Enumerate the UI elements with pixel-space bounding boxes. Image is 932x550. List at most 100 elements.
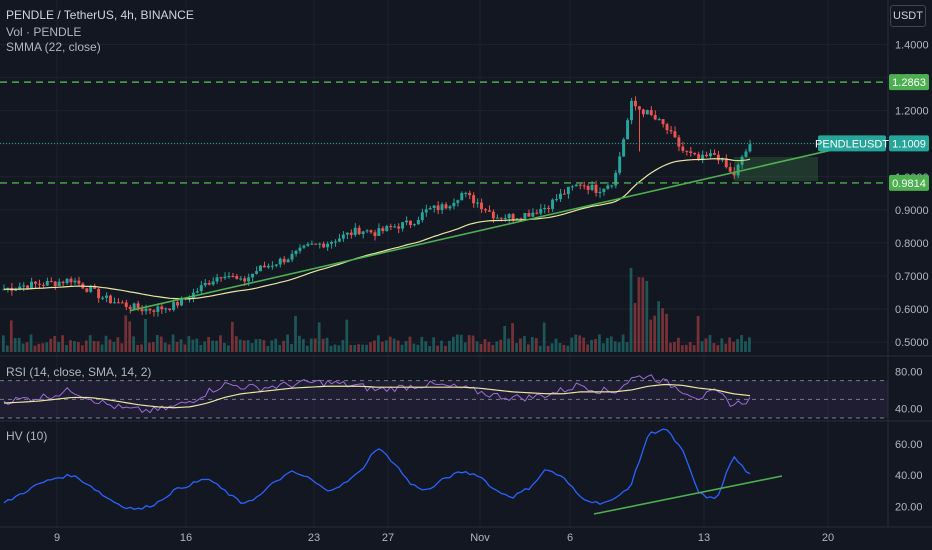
volume-bar bbox=[582, 337, 586, 352]
candle-body bbox=[337, 238, 341, 242]
volume-bar bbox=[73, 341, 76, 352]
candle-body bbox=[748, 144, 752, 152]
candle-body bbox=[361, 231, 365, 235]
hv-trend-line bbox=[593, 475, 783, 515]
candle-body bbox=[436, 205, 440, 211]
candle-body bbox=[266, 265, 270, 268]
candle-body bbox=[452, 202, 456, 207]
candle-body bbox=[468, 192, 472, 196]
volume-bar bbox=[483, 339, 487, 352]
candle-body bbox=[310, 243, 314, 245]
volume-bar bbox=[321, 338, 325, 352]
volume-bar bbox=[680, 345, 684, 352]
volume-bar bbox=[384, 340, 388, 352]
candle-body bbox=[274, 264, 278, 266]
volume-bar bbox=[183, 344, 187, 352]
rsi-tick-label: 40.00 bbox=[895, 404, 923, 416]
smma-line bbox=[3, 158, 751, 300]
candle-body bbox=[231, 276, 235, 278]
hv-tick-label: 40.00 bbox=[895, 470, 923, 482]
candle-body bbox=[164, 308, 168, 310]
candle-body bbox=[480, 202, 483, 210]
level-tag bbox=[889, 74, 929, 91]
candle-body bbox=[330, 241, 333, 244]
volume-bar bbox=[459, 334, 463, 352]
volume-bar bbox=[349, 344, 353, 352]
candle-body bbox=[168, 308, 172, 310]
hv-tick-label: 60.00 bbox=[895, 439, 923, 451]
volume-bar bbox=[649, 319, 653, 352]
volume-bar bbox=[278, 344, 282, 352]
volume-bar bbox=[227, 345, 230, 352]
candle-body bbox=[298, 247, 302, 251]
volume-bar bbox=[704, 338, 708, 352]
volume-bar bbox=[602, 343, 605, 352]
candle-body bbox=[302, 245, 306, 248]
volume-bar bbox=[57, 341, 61, 352]
smma-legend[interactable]: SMMA (22, close) bbox=[6, 40, 101, 54]
symbol-legend[interactable]: PENDLE / TetherUS, 4h, BINANCE bbox=[6, 8, 194, 22]
candle-body bbox=[705, 154, 708, 157]
volume-bar bbox=[104, 335, 108, 352]
volume-bar bbox=[215, 340, 218, 352]
rsi-legend[interactable]: RSI (14, close, SMA, 14, 2) bbox=[6, 365, 152, 379]
candle-body bbox=[89, 286, 93, 292]
volume-bar bbox=[365, 344, 368, 352]
candle-body bbox=[140, 309, 144, 312]
volume-bar bbox=[420, 336, 424, 352]
candle-body bbox=[626, 120, 630, 140]
candle-body bbox=[278, 258, 282, 265]
candle-body bbox=[432, 205, 436, 209]
candle-body bbox=[211, 281, 215, 285]
volume-bar bbox=[341, 340, 345, 352]
candle-body bbox=[424, 209, 428, 213]
volume-bar bbox=[696, 315, 700, 352]
volume-bar bbox=[144, 318, 147, 352]
candle-body bbox=[369, 230, 373, 233]
volume-bar bbox=[716, 345, 720, 352]
volume-bar bbox=[574, 334, 578, 352]
volume-bar bbox=[13, 338, 17, 352]
volume-bar bbox=[294, 315, 297, 352]
candle-body bbox=[37, 283, 41, 285]
candle-body bbox=[108, 295, 112, 304]
volume-bar bbox=[463, 342, 467, 352]
time-tick-label: 23 bbox=[308, 532, 320, 544]
rsi-tick-label: 80.00 bbox=[895, 366, 923, 378]
last-price-value: 1.1009 bbox=[892, 138, 926, 150]
volume-bar bbox=[507, 338, 511, 352]
volume-bar bbox=[242, 340, 246, 352]
candle-body bbox=[408, 220, 412, 226]
volume-bar bbox=[692, 345, 696, 352]
volume-bar bbox=[41, 343, 45, 352]
candle-body bbox=[582, 185, 586, 187]
volume-bar bbox=[542, 322, 546, 352]
volume-bar bbox=[199, 344, 203, 352]
volume-bar bbox=[566, 345, 570, 352]
candle-body bbox=[412, 224, 416, 226]
volume-bar bbox=[724, 343, 728, 352]
candle-body bbox=[365, 230, 369, 232]
volume-bar bbox=[436, 345, 439, 352]
candle-body bbox=[657, 119, 661, 121]
volume-bar bbox=[187, 336, 191, 352]
volume-bar bbox=[211, 340, 214, 352]
candle-body bbox=[251, 273, 255, 278]
volume-bar bbox=[594, 339, 597, 352]
volume-legend[interactable]: Vol · PENDLE bbox=[6, 25, 82, 39]
volume-bar bbox=[33, 345, 37, 352]
volume-bar bbox=[637, 277, 641, 352]
candle-body bbox=[239, 278, 243, 280]
candle-body bbox=[531, 212, 535, 217]
candle-body bbox=[728, 167, 732, 172]
candle-body bbox=[33, 281, 37, 284]
currency-button[interactable]: USDT bbox=[890, 5, 926, 27]
candle-body bbox=[653, 114, 657, 120]
hv-legend[interactable]: HV (10) bbox=[6, 429, 48, 443]
volume-bar bbox=[140, 344, 143, 352]
time-tick-label: 27 bbox=[382, 532, 394, 544]
volume-bar bbox=[207, 336, 211, 352]
volume-bar bbox=[455, 334, 459, 352]
candle-body bbox=[26, 285, 30, 289]
